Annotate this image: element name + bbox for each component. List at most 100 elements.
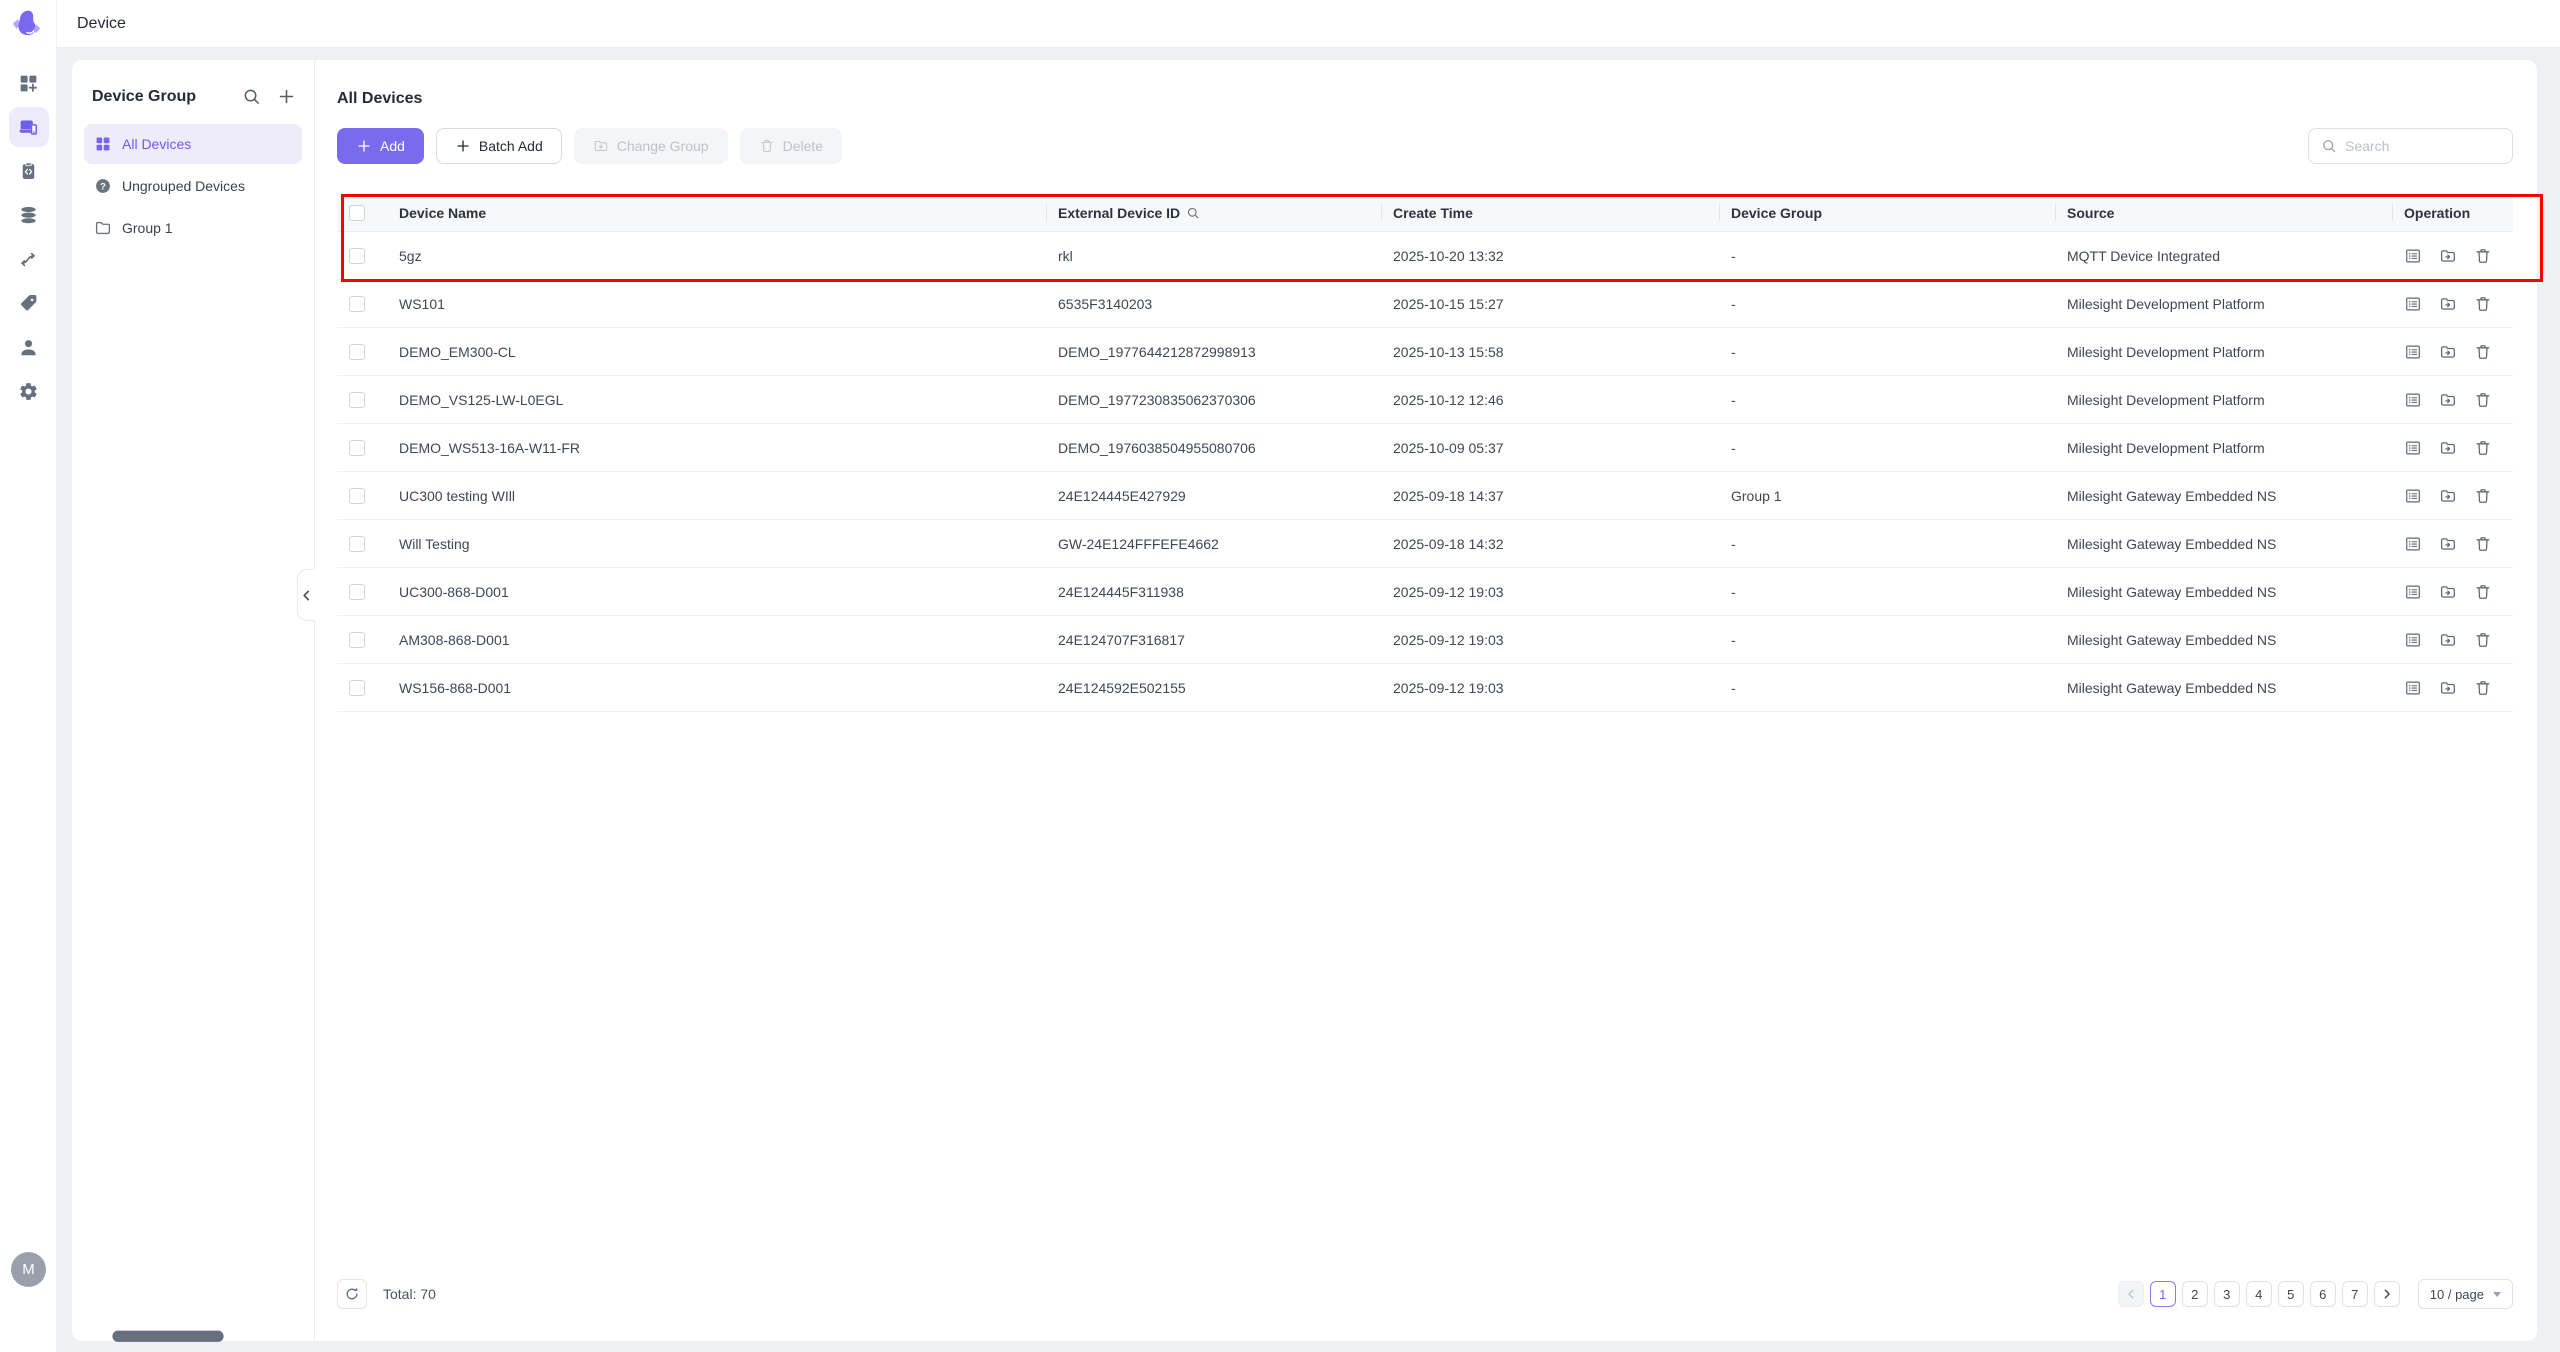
col-operation: Operation <box>2392 194 2513 231</box>
add-button[interactable]: Add <box>337 128 424 164</box>
row-checkbox[interactable] <box>349 295 365 312</box>
sidebar-item-devices[interactable] <box>8 107 49 147</box>
row-detail-button[interactable] <box>2404 247 2422 265</box>
delete-button[interactable]: Delete <box>739 128 843 164</box>
row-move-group-button[interactable] <box>2439 391 2457 409</box>
row-delete-button[interactable] <box>2474 247 2492 265</box>
column-search-icon[interactable] <box>1186 206 1200 220</box>
row-move-group-button[interactable] <box>2439 295 2457 313</box>
group-item-ungrouped[interactable]: Ungrouped Devices <box>84 166 302 206</box>
row-delete-button[interactable] <box>2474 295 2492 313</box>
row-checkbox[interactable] <box>349 631 365 648</box>
row-checkbox[interactable] <box>349 535 365 552</box>
row-detail-button[interactable] <box>2404 631 2422 649</box>
device-name-cell: WS101 <box>399 295 445 312</box>
trash-icon <box>2474 343 2492 361</box>
page-size-select[interactable]: 10 / page <box>2417 1279 2513 1309</box>
collapse-group-panel-button[interactable] <box>297 569 315 621</box>
row-delete-button[interactable] <box>2474 583 2492 601</box>
collapse-sidebar-button[interactable] <box>18 1305 39 1326</box>
row-checkbox[interactable] <box>349 583 365 600</box>
sidebar-item-data[interactable] <box>9 195 49 235</box>
user-avatar[interactable]: M <box>11 1252 46 1287</box>
sidebar-item-workflow[interactable] <box>9 239 49 279</box>
row-delete-button[interactable] <box>2474 391 2492 409</box>
settings-icon <box>18 381 39 402</box>
operation-cell <box>2392 343 2513 361</box>
pagination-page-4[interactable]: 4 <box>2245 1281 2272 1307</box>
trash-icon <box>2474 535 2492 553</box>
group-search-icon[interactable] <box>242 87 261 106</box>
external-id-cell: DEMO_1977644212872998913 <box>1058 343 1256 360</box>
row-detail-button[interactable] <box>2404 535 2422 553</box>
sidebar-item-dashboard[interactable] <box>9 63 49 103</box>
row-move-group-button[interactable] <box>2439 247 2457 265</box>
device-group-cell: Group 1 <box>1731 487 1782 504</box>
pagination-page-5[interactable]: 5 <box>2277 1281 2304 1307</box>
detail-list-icon <box>2404 583 2422 601</box>
row-checkbox[interactable] <box>349 679 365 696</box>
row-move-group-button[interactable] <box>2439 631 2457 649</box>
device-group-header: Device Group <box>92 87 296 106</box>
row-detail-button[interactable] <box>2404 295 2422 313</box>
pagination-prev-button[interactable] <box>2117 1281 2144 1307</box>
operation-cell <box>2392 583 2513 601</box>
row-delete-button[interactable] <box>2474 439 2492 457</box>
total-count: Total: 70 <box>383 1286 436 1302</box>
group-add-icon[interactable] <box>277 87 296 106</box>
device-name-cell: DEMO_EM300-CL <box>399 343 516 360</box>
batch-add-button[interactable]: Batch Add <box>435 128 562 164</box>
content-card: Device Group All Devices Ungrouped Devic… <box>72 60 2537 1341</box>
sidebar-item-settings[interactable] <box>9 371 49 411</box>
trash-icon <box>2474 487 2492 505</box>
refresh-button[interactable] <box>337 1279 367 1309</box>
change-group-button[interactable]: Change Group <box>573 128 728 164</box>
operation-cell <box>2392 487 2513 505</box>
row-move-group-button[interactable] <box>2439 679 2457 697</box>
pagination-next-button[interactable] <box>2373 1281 2400 1307</box>
group-item-label: Ungrouped Devices <box>122 178 245 194</box>
row-detail-button[interactable] <box>2404 439 2422 457</box>
row-detail-button[interactable] <box>2404 679 2422 697</box>
create-time-cell: 2025-09-18 14:37 <box>1393 487 1504 504</box>
select-all-checkbox[interactable] <box>349 204 365 221</box>
search-input[interactable] <box>2345 138 2500 154</box>
search-box <box>2308 128 2513 164</box>
row-checkbox[interactable] <box>349 343 365 360</box>
col-source: Source <box>2055 194 2392 231</box>
row-delete-button[interactable] <box>2474 487 2492 505</box>
row-move-group-button[interactable] <box>2439 487 2457 505</box>
row-detail-button[interactable] <box>2404 391 2422 409</box>
sidebar-nav <box>0 63 57 411</box>
row-checkbox[interactable] <box>349 391 365 408</box>
sidebar-item-integration[interactable] <box>9 151 49 191</box>
pagination-page-3[interactable]: 3 <box>2213 1281 2240 1307</box>
folder-arrow-icon <box>593 138 609 154</box>
row-checkbox[interactable] <box>349 487 365 504</box>
pagination-page-6[interactable]: 6 <box>2309 1281 2336 1307</box>
row-checkbox[interactable] <box>349 247 365 264</box>
row-delete-button[interactable] <box>2474 679 2492 697</box>
sidebar-item-user[interactable] <box>9 327 49 367</box>
row-move-group-button[interactable] <box>2439 439 2457 457</box>
row-delete-button[interactable] <box>2474 535 2492 553</box>
sidebar-item-tag[interactable] <box>9 283 49 323</box>
pagination-page-1[interactable]: 1 <box>2149 1281 2176 1307</box>
row-move-group-button[interactable] <box>2439 343 2457 361</box>
pagination-page-7[interactable]: 7 <box>2341 1281 2368 1307</box>
device-group-cell: - <box>1731 631 1736 648</box>
row-detail-button[interactable] <box>2404 487 2422 505</box>
row-move-group-button[interactable] <box>2439 535 2457 553</box>
source-cell: Milesight Development Platform <box>2067 295 2265 312</box>
row-detail-button[interactable] <box>2404 343 2422 361</box>
pagination-page-2[interactable]: 2 <box>2181 1281 2208 1307</box>
chevron-right-icon <box>2382 1289 2392 1299</box>
row-move-group-button[interactable] <box>2439 583 2457 601</box>
row-delete-button[interactable] <box>2474 631 2492 649</box>
group-item-group-1[interactable]: Group 1 <box>84 208 302 248</box>
row-delete-button[interactable] <box>2474 343 2492 361</box>
group-item-all-devices[interactable]: All Devices <box>84 124 302 164</box>
row-checkbox[interactable] <box>349 439 365 456</box>
row-detail-button[interactable] <box>2404 583 2422 601</box>
device-name-cell: Will Testing <box>399 535 470 552</box>
